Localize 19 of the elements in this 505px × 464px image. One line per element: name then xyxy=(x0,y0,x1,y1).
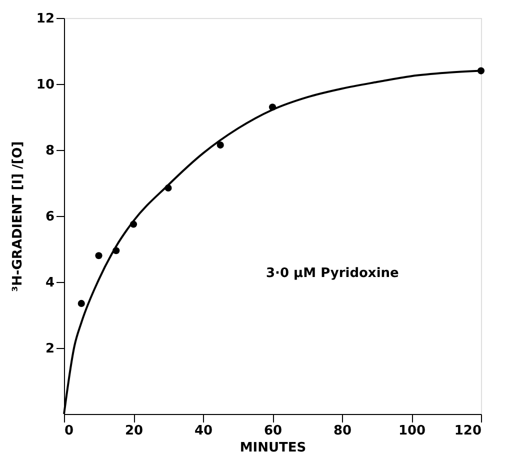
y-tick-label: 12 xyxy=(36,12,54,26)
x-tick-label: 60 xyxy=(264,424,282,438)
x-axis-title: MINUTES xyxy=(240,440,306,456)
annotation: 3·0 μM Pyridoxine xyxy=(266,266,400,282)
point xyxy=(95,252,102,260)
y-axis-title: ³H-GRADIENT [I] /[O] xyxy=(10,141,26,292)
point xyxy=(78,300,85,307)
y-tick-label: 8 xyxy=(45,144,54,158)
y-tick-label: 4 xyxy=(45,276,54,290)
y-tick-label: 10 xyxy=(36,78,54,92)
point xyxy=(216,142,224,149)
x-tick-label: 100 xyxy=(398,424,426,438)
x-tick-label: 20 xyxy=(124,424,144,438)
x-tick-label: 120 xyxy=(454,424,482,438)
x-tick-label: 40 xyxy=(194,424,213,438)
x-tick-label: 0 xyxy=(64,424,74,438)
y-tick-label: 2 xyxy=(45,342,54,356)
x-tick-label: 80 xyxy=(333,424,352,438)
y-tick-label: 6 xyxy=(45,210,54,224)
